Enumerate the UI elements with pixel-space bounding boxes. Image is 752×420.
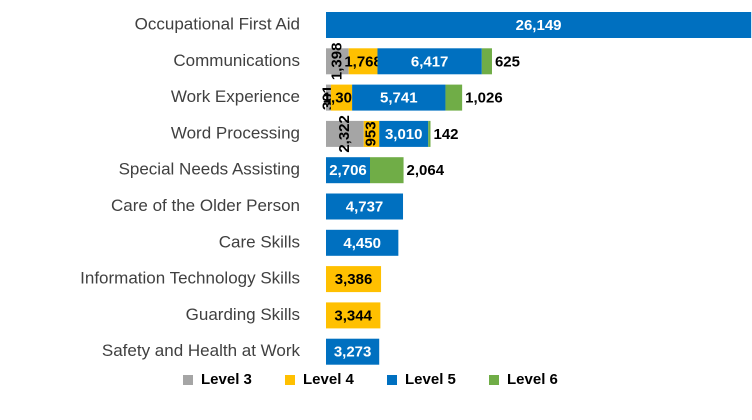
bar-segment xyxy=(379,120,429,147)
data-label: 1,768 xyxy=(344,53,382,70)
category-label: Word Processing xyxy=(171,123,300,142)
bar-segment xyxy=(326,48,349,75)
legend-swatch xyxy=(489,375,499,385)
data-label: 3,273 xyxy=(334,344,372,361)
bar-segment xyxy=(326,338,380,365)
data-label: 1,398 xyxy=(328,43,345,81)
category-label: Communications xyxy=(173,51,300,70)
legend-label: Level 6 xyxy=(507,371,558,388)
category-label: Work Experience xyxy=(171,87,300,106)
bar-segment xyxy=(326,193,404,220)
data-label: 142 xyxy=(434,126,459,143)
data-label: 625 xyxy=(495,53,520,70)
category-label: Information Technology Skills xyxy=(80,269,300,288)
data-label: 3,010 xyxy=(385,126,423,143)
bar-segment xyxy=(330,84,353,111)
bar-segment xyxy=(445,84,463,111)
category-label: Occupational First Aid xyxy=(135,14,300,33)
data-label: 26,149 xyxy=(516,17,562,34)
data-label: 2,064 xyxy=(407,162,445,179)
bar-segment xyxy=(352,84,446,111)
category-label: Care of the Older Person xyxy=(111,196,300,215)
bar-segment xyxy=(348,48,378,75)
bar-segment xyxy=(326,12,752,38)
bar-segment xyxy=(363,120,380,147)
bar-segment xyxy=(326,302,381,329)
data-label: 3,344 xyxy=(334,307,372,324)
data-label: 5,741 xyxy=(380,90,418,107)
legend-swatch xyxy=(387,375,397,385)
bar-segment xyxy=(326,157,370,184)
legend-swatch xyxy=(285,375,295,385)
category-label: Special Needs Assisting xyxy=(119,160,300,179)
bar-segment xyxy=(428,120,431,147)
legend-swatch xyxy=(183,375,193,385)
data-label: 4,450 xyxy=(343,235,381,252)
category-label: Care Skills xyxy=(219,232,300,251)
bar-segment xyxy=(369,157,404,184)
category-label: Safety and Health at Work xyxy=(102,341,301,360)
legend-label: Level 4 xyxy=(303,371,355,388)
category-label: Guarding Skills xyxy=(186,305,300,324)
data-label: 6,417 xyxy=(411,53,449,70)
data-label: 4,737 xyxy=(346,198,384,215)
data-label: 1,305 xyxy=(323,90,361,107)
data-label: 2,706 xyxy=(329,162,367,179)
data-label: 2,322 xyxy=(336,115,353,153)
bar-segment xyxy=(326,120,364,147)
bar-segment xyxy=(326,84,331,111)
data-label: 3,386 xyxy=(335,271,373,288)
bar-segment xyxy=(377,48,482,75)
bar-segment xyxy=(326,229,399,256)
legend-label: Level 3 xyxy=(201,371,252,388)
legend-label: Level 5 xyxy=(405,371,456,388)
data-label: 953 xyxy=(362,121,379,146)
data-label: 1,026 xyxy=(465,90,503,107)
bar-segment xyxy=(326,266,382,293)
bar-segment xyxy=(481,48,492,75)
